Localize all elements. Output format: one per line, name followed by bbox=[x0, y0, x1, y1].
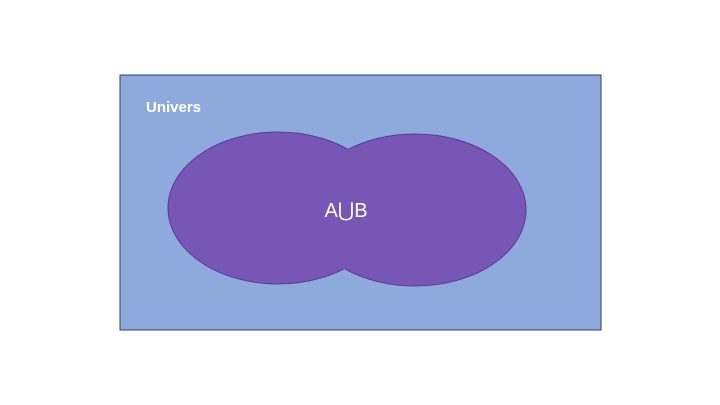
overlap-fill bbox=[294, 149, 398, 269]
union-label: A⋃B bbox=[324, 200, 367, 222]
universe-label: Univers bbox=[146, 99, 201, 116]
union-region bbox=[167, 131, 527, 287]
